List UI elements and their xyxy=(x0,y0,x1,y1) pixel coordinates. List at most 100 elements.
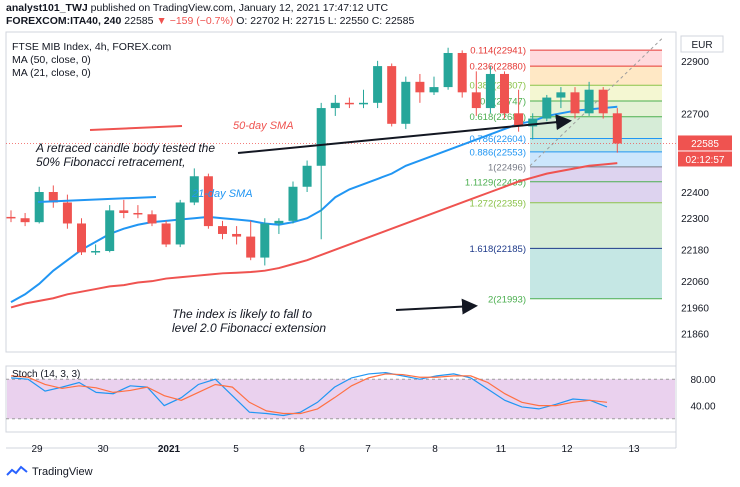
candle-body xyxy=(246,236,256,258)
y-tick-label: 22060 xyxy=(681,277,709,288)
fib-level-label: 1.618(22185) xyxy=(469,244,526,255)
currency-label: EUR xyxy=(691,40,712,51)
candle-body xyxy=(232,233,242,237)
publish-info: published on TradingView.com, January 12… xyxy=(90,2,389,14)
candle-body xyxy=(133,212,143,215)
candle-body xyxy=(302,165,312,187)
fall-arrow xyxy=(395,298,478,315)
ohlc-values: O: 22702 H: 22715 L: 22550 C: 22585 xyxy=(236,15,415,27)
currency-box xyxy=(680,35,724,53)
candle-body xyxy=(429,87,439,93)
x-tick-label: 29 xyxy=(31,444,43,455)
candle-body xyxy=(387,66,397,124)
candle-body xyxy=(528,118,538,127)
sma50-annotation: 50-day SMA xyxy=(233,120,294,132)
candle-body xyxy=(316,108,326,166)
fib-level-label: 0.618(22687) xyxy=(469,112,526,123)
retrace-arrow xyxy=(237,114,572,154)
candle-body xyxy=(344,102,354,105)
candle-body xyxy=(556,92,566,98)
candle-body xyxy=(471,92,481,109)
candle-body xyxy=(415,81,425,93)
footer: TradingView xyxy=(6,465,93,479)
fib-trend-line xyxy=(529,38,663,167)
tradingview-brand[interactable]: TradingView xyxy=(32,466,93,478)
candle-body xyxy=(570,92,580,114)
fib-level-label: 0.886(22553) xyxy=(469,147,526,158)
fib-zone xyxy=(530,181,662,203)
x-tick-label: 6 xyxy=(299,444,305,455)
fib-level-label: 1.272(22359) xyxy=(469,198,526,209)
chart-title: FTSE MIB Index, 4h, FOREX.com xyxy=(12,41,172,53)
y-tick-label: 22180 xyxy=(681,246,709,257)
fall-annotation: level 2.0 Fibonacci extension xyxy=(172,321,326,335)
fall-annotation: The index is likely to fall to xyxy=(172,307,312,321)
candle-body xyxy=(6,216,16,219)
candle-body xyxy=(274,220,284,224)
y-tick-label: 21860 xyxy=(681,330,709,341)
y-tick-label: 22700 xyxy=(681,109,709,120)
stoch-tick-label: 40.00 xyxy=(690,402,715,413)
sma50-drawn-line xyxy=(89,125,183,131)
ma21-legend: MA (21, close, 0) xyxy=(12,67,91,79)
candle-body xyxy=(175,202,185,245)
stoch-k-line xyxy=(10,371,608,417)
y-tick-label: 22400 xyxy=(681,188,709,199)
price-change: ▼ −159 (−0.7%) xyxy=(156,15,234,27)
fib-level-label: 1(22496) xyxy=(488,162,526,173)
candle-body xyxy=(500,73,509,114)
candle-body xyxy=(218,226,227,234)
retrace-annotation: 50% Fibonacci retracement, xyxy=(36,155,185,169)
candle-body xyxy=(373,66,383,103)
sma21-drawn-line xyxy=(37,196,157,203)
candle-body xyxy=(330,102,340,109)
last-price: 22585 xyxy=(124,15,154,27)
candle-body xyxy=(161,223,171,245)
candle-body xyxy=(457,52,467,93)
stoch-tick-label: 80.00 xyxy=(690,375,715,386)
fib-level-label: 0.786(22604) xyxy=(469,134,526,145)
fib-level-label: 1.1129(22439) xyxy=(465,177,526,188)
x-tick-label: 7 xyxy=(365,444,371,455)
candle-body xyxy=(62,202,72,224)
fib-zone xyxy=(530,248,662,299)
countdown-value: 02:12:57 xyxy=(686,155,725,166)
candle-body xyxy=(542,97,552,119)
author-name[interactable]: analyst101_TWJ xyxy=(6,2,88,14)
fib-level-label: 0.236(22880) xyxy=(469,62,526,73)
countdown-badge xyxy=(678,151,732,167)
fib-level-label: 0.382(22807) xyxy=(469,81,526,92)
x-tick-label: 2021 xyxy=(158,444,181,455)
candle-body xyxy=(77,223,86,253)
fib-level-label: 0.114(22941) xyxy=(470,46,526,57)
publish-header: analyst101_TWJ published on TradingView.… xyxy=(6,2,414,28)
price-badge-value: 22585 xyxy=(691,139,719,150)
candle-body xyxy=(514,113,524,127)
candle-body xyxy=(288,186,298,221)
fib-zone xyxy=(530,116,662,139)
x-tick-label: 30 xyxy=(97,444,109,455)
stoch-legend: Stoch (14, 3, 3) xyxy=(12,369,80,380)
candle-body xyxy=(443,52,453,88)
fib-zone xyxy=(530,166,662,182)
ma50-legend: MA (50, close, 0) xyxy=(12,54,91,66)
candle-body xyxy=(584,89,594,114)
candle-body xyxy=(189,176,199,203)
candle-body xyxy=(34,192,44,223)
candle-body xyxy=(91,251,101,253)
y-tick-label: 22300 xyxy=(681,214,709,225)
sma21-annotation: 21-day SMA xyxy=(191,188,253,200)
tradingview-logo-icon xyxy=(6,465,28,476)
fib-level-label: 2(21993) xyxy=(488,294,526,305)
stoch-d-line xyxy=(10,373,608,415)
ma50-line xyxy=(10,162,618,309)
candle-body xyxy=(612,113,622,144)
candle-body xyxy=(48,192,58,203)
fib-zone xyxy=(530,50,662,67)
x-tick-label: 8 xyxy=(432,444,438,455)
fib-zone xyxy=(530,66,662,86)
candle-body xyxy=(119,210,129,213)
candle-body xyxy=(203,176,213,227)
candle-body xyxy=(598,89,608,114)
